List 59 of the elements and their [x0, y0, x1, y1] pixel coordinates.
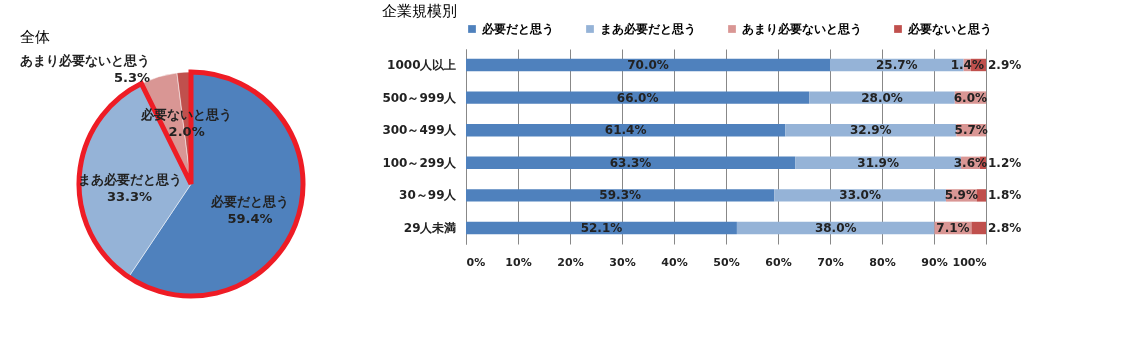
- bar: [809, 91, 955, 104]
- x-tick-label: 20%: [557, 255, 584, 269]
- y-tick-label: 300～499人: [382, 123, 458, 138]
- data-label: 25.7%: [876, 57, 918, 72]
- legend-label: まあ必要だと思う: [600, 22, 696, 36]
- y-tick-label: 1000人以上: [387, 57, 457, 72]
- data-label: 61.4%: [604, 123, 647, 138]
- x-tick-label: 70%: [817, 255, 844, 269]
- data-label: 52.1%: [580, 221, 623, 236]
- x-tick-label: 100%: [952, 255, 987, 269]
- x-tick-label: 90%: [921, 255, 948, 269]
- slice-label: 必要だと思う: [209, 193, 289, 209]
- data-label: 5.3%: [114, 70, 151, 86]
- data-label: 32.9%: [850, 123, 892, 138]
- data-label: 2.8%: [988, 221, 1022, 236]
- data-label: 59.3%: [599, 188, 641, 203]
- x-tick-label: 0%: [466, 255, 486, 269]
- bar: [971, 221, 986, 235]
- x-tick-label: 10%: [505, 255, 532, 269]
- bar: [774, 189, 946, 202]
- data-label: 33.0%: [839, 188, 881, 203]
- data-label: 3.6%: [953, 155, 988, 170]
- x-tick-label: 60%: [765, 255, 792, 269]
- data-label: 28.0%: [861, 90, 903, 105]
- slice-label: あまり必要ないと思う: [20, 53, 151, 69]
- data-label: 63.3%: [609, 155, 652, 170]
- x-tick-label: 30%: [609, 255, 636, 269]
- data-label: 1.4%: [950, 57, 984, 72]
- x-tick-label: 50%: [713, 255, 740, 269]
- data-label: 7.1%: [936, 221, 970, 236]
- data-label: 66.0%: [616, 90, 659, 105]
- y-tick-label: 100～299人: [382, 155, 458, 170]
- data-label: 2.9%: [988, 57, 1022, 72]
- data-label: 6.0%: [953, 90, 988, 105]
- bar: [466, 156, 796, 169]
- bar: [976, 189, 986, 202]
- chart-title: 全体: [20, 28, 51, 46]
- data-label: 1.8%: [988, 188, 1022, 203]
- y-tick-label: 29人未満: [403, 221, 457, 236]
- legend-label: 必要ないと思う: [907, 22, 992, 36]
- legend-label: あまり必要ないと思う: [742, 22, 862, 36]
- bar: [466, 221, 737, 235]
- bar: [466, 58, 830, 72]
- data-label: 5.9%: [944, 188, 978, 203]
- data-label: 38.0%: [814, 221, 857, 236]
- y-tick-label: 500～999人: [382, 90, 458, 105]
- bar: [466, 91, 810, 104]
- data-label: 33.3%: [106, 188, 153, 204]
- data-label: 1.2%: [988, 155, 1022, 170]
- x-tick-label: 80%: [869, 255, 896, 269]
- legend-label: 必要だと思う: [481, 22, 554, 36]
- bar: [466, 124, 786, 137]
- x-tick-label: 40%: [661, 255, 688, 269]
- data-label: 70.0%: [627, 57, 669, 72]
- chart-title: 企業規模別: [381, 2, 457, 20]
- y-tick-label: 30～99人: [399, 188, 458, 203]
- data-label: 59.4%: [227, 210, 273, 226]
- data-label: 31.9%: [857, 155, 899, 170]
- bar: [466, 189, 775, 202]
